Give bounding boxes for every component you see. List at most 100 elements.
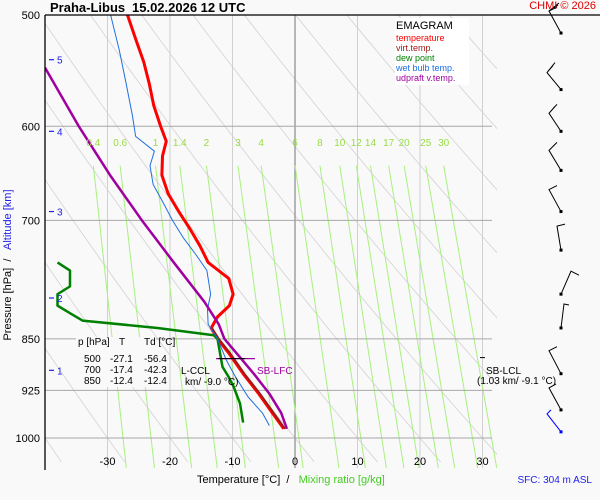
mixing-ratio-line (403, 165, 456, 468)
mixing-ratio-line (319, 165, 366, 468)
table-cell: -27.1 (110, 354, 133, 365)
mixing-ratio-line (119, 165, 155, 468)
wind-barb (548, 346, 562, 374)
dry-adiabat (45, 347, 125, 463)
legend-title: EMAGRAM (396, 20, 453, 32)
wind-barb-dot (559, 408, 563, 412)
datetime-title: 15.02.2026 12 UTC (132, 0, 246, 15)
dry-adiabat (90, 15, 441, 463)
wind-barb (548, 2, 562, 34)
mixing-ratio-label: 12 (351, 138, 363, 149)
table-row: 850 -12.4 -12.4 (76, 376, 167, 387)
table-cell: -17.4 (110, 365, 133, 376)
y-axis-altitude-label: Altitude [km] (2, 189, 14, 251)
y-axis-pressure-label: Pressure [hPa] (2, 267, 14, 341)
dry-adiabat (243, 15, 497, 319)
wind-barb (546, 409, 562, 433)
wind-barb-dot (559, 372, 563, 376)
y-tick-label: 925 (22, 385, 40, 397)
mixing-ratio-line (154, 165, 193, 468)
altitude-tick-label: 5 (57, 56, 63, 67)
mixing-ratio-label: 6 (292, 138, 298, 149)
wind-barb-dot (559, 88, 563, 92)
mixing-ratio-label: 1 (153, 138, 159, 149)
mixing-ratio-label: 14 (365, 138, 377, 149)
series-line-wet-bulb-temp- (110, 15, 270, 426)
wind-barb (548, 103, 562, 132)
mixing-ratio-label: 30 (438, 138, 450, 149)
mixing-ratio-line (294, 165, 340, 468)
x-axis-separator: / (283, 474, 296, 486)
legend: EMAGRAM temperature virt.temp. dew point… (395, 18, 469, 85)
wind-barb (548, 185, 562, 212)
x-tick-label: 10 (351, 456, 363, 468)
table-cell: -42.3 (144, 365, 167, 376)
table-header-td: Td [°C] (144, 337, 176, 348)
y-tick-label: 700 (22, 215, 40, 227)
mixing-ratio-label: 17 (383, 138, 395, 149)
table-row: 500 -27.1 -56.4 (76, 354, 167, 365)
mixing-ratio-line (355, 165, 405, 468)
altitude-tick-label: 4 (57, 127, 63, 138)
series-group (45, 15, 289, 430)
x-tick-label: -10 (225, 456, 241, 468)
dry-adiabat (141, 15, 497, 455)
y-axis-title: Pressure [hPa] / Altitude [km] (2, 175, 14, 355)
legend-item-wet-bulb: wet bulb temp. (396, 63, 455, 73)
series-line-udpraft-v-temp- (45, 66, 289, 430)
table-row: 700 -17.4 -42.3 (76, 365, 167, 376)
altitude-tick-label: 3 (57, 208, 63, 219)
station-title: Praha-Libus (50, 0, 126, 15)
mixing-ratio-label: 2 (204, 138, 210, 149)
wind-barb (548, 142, 562, 171)
wind-barb-dot (559, 248, 563, 252)
wind-barb (548, 383, 562, 411)
wind-barbs (546, 2, 580, 434)
mixing-ratio-label: 8 (317, 138, 323, 149)
wind-barb-dot (559, 129, 563, 133)
copyright: CHMI © 2026 (529, 0, 596, 12)
wind-barb-dot (559, 430, 563, 434)
table-cell: -12.4 (144, 376, 167, 387)
y-tick-label: 500 (22, 10, 40, 22)
mixing-ratio-line (92, 165, 127, 468)
mixing-ratio-label: 10 (334, 138, 346, 149)
mixing-ratio-line (237, 165, 280, 468)
l-ccl-label: L-CCL (181, 366, 210, 377)
mixing-ratio-line (443, 165, 497, 468)
legend-item-updraft: udpraft v.temp. (396, 73, 456, 83)
table-cell: -56.4 (144, 354, 167, 365)
table-cell: 850 (84, 376, 101, 387)
mixing-ratio-label: 1.4 (173, 138, 187, 149)
mixing-ratio-label: 3 (235, 138, 241, 149)
mixing-ratio-line (388, 165, 439, 468)
y-axis-separator: / (2, 252, 14, 265)
wind-barb-dot (559, 210, 563, 214)
wind-barb-dot (559, 31, 563, 35)
wind-barb (546, 62, 562, 90)
wind-barb-dot (559, 326, 563, 330)
x-axis-mixing-label: Mixing ratio [g/kg] (298, 474, 385, 486)
mixing-ratio-label: 4 (258, 138, 264, 149)
mixing-ratio-line (369, 165, 420, 468)
wind-barb (560, 303, 570, 329)
sb-lcl-label: SB-LCL (486, 366, 522, 377)
mixing-ratio-line (205, 165, 246, 468)
mixing-ratio-line (179, 165, 218, 468)
wind-barb (560, 270, 580, 295)
x-tick-label: 30 (476, 456, 488, 468)
dry-adiabat (346, 15, 497, 191)
dry-adiabat (45, 261, 189, 463)
x-tick-label: -20 (162, 456, 178, 468)
altitude-tick-label: 1 (57, 366, 63, 377)
series-line-dew-point (56, 261, 245, 423)
wind-barb (556, 223, 566, 251)
mixing-ratio-label: 25 (420, 138, 432, 149)
table-cell: -12.4 (110, 376, 133, 387)
grid (45, 15, 497, 468)
dry-adiabat (45, 178, 252, 463)
dry-adiabat (295, 15, 497, 254)
legend-item-temperature: temperature (396, 33, 445, 43)
